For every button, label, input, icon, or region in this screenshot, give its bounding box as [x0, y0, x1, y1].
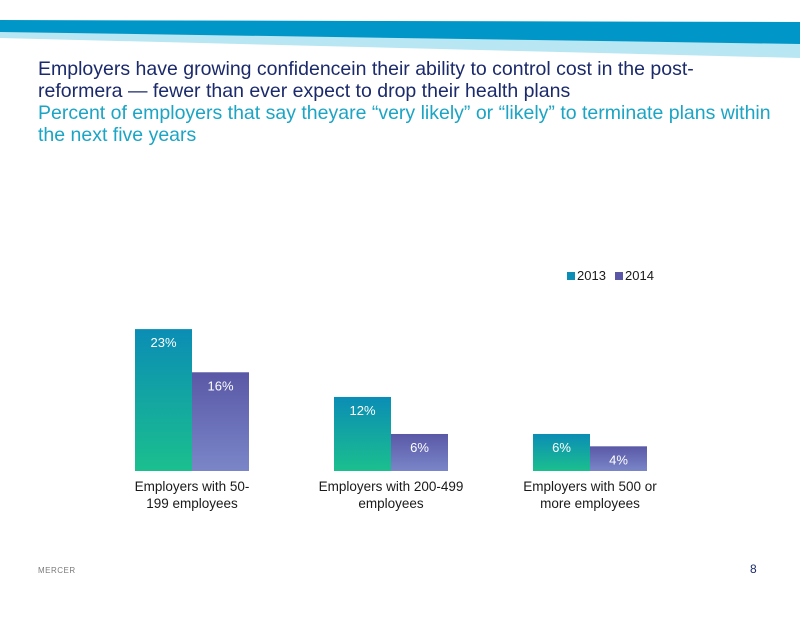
slide-subtitle: Percent of employers that say theyare “v… [38, 102, 771, 146]
page-number: 8 [750, 562, 757, 576]
bar-chart: 23% 16% Employers with 50-199 employees 12%… [135, 268, 658, 511]
legend-label-2013: 2013 [577, 268, 606, 283]
bar-2013-1 [135, 329, 192, 471]
data-label-2014-2: 6% [410, 440, 429, 455]
bar-2014-3 [590, 446, 647, 471]
legend-label-2014: 2014 [625, 268, 654, 283]
legend-swatch-2014 [615, 272, 623, 280]
category-label-2: Employers with 200-499 employees [319, 479, 464, 511]
banner-dark-stripe [0, 20, 800, 44]
legend-swatch-2013 [567, 272, 575, 280]
data-label-2014-3: 4% [609, 452, 628, 467]
bar-2013-3 [533, 433, 590, 471]
data-label-2013-2: 12% [349, 403, 375, 418]
footer-brand: MERCER [38, 566, 76, 575]
slide-title: Employers have growing confidencein thei… [38, 58, 694, 102]
category-label-3: Employers with 500 or more employees [523, 479, 657, 511]
data-label-2013-3: 6% [552, 440, 571, 455]
bar-2013-2 [334, 396, 391, 471]
header-banner [0, 20, 800, 58]
data-label-2014-1: 16% [207, 378, 233, 393]
category-label-1: Employers with 50-199 employees [135, 479, 250, 511]
bar-2014-2 [391, 433, 448, 471]
data-label-2013-1: 23% [150, 335, 176, 350]
bar-2014-1 [192, 372, 249, 471]
